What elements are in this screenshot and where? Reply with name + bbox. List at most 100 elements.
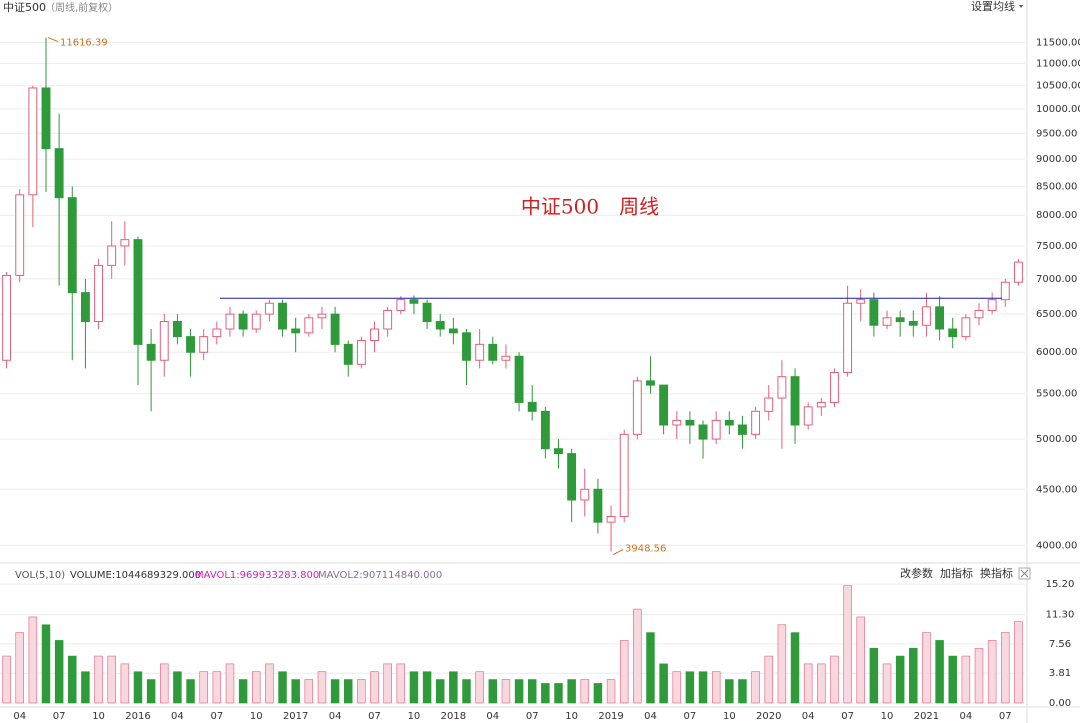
indicator-button[interactable]: 改参数 [900,566,933,580]
volume-bar [869,647,879,704]
volume-bar [698,671,708,704]
volume-bar [606,679,616,704]
x-tick-label: 10 [881,711,894,722]
volume-bar [514,679,524,704]
header-title: 中证500 [3,1,46,14]
candle-body [869,299,879,326]
x-tick-label: 04 [644,711,657,722]
x-tick-label: 07 [53,711,66,722]
settings-button[interactable]: 设置均线 [971,0,1015,13]
candle-body [514,355,524,403]
x-tick-label: 10 [723,711,736,722]
close-icon[interactable] [1020,569,1029,578]
volume-bar [160,663,169,704]
candle-body [304,317,314,334]
x-tick-label: 04 [13,711,26,722]
volume-bar [475,671,484,704]
x-tick-label: 2016 [125,711,150,722]
candle-body [843,302,853,374]
volume-bar [501,679,511,704]
x-tick-label: 2021 [914,711,939,722]
indicator-button[interactable]: 换指标 [980,566,1013,580]
y-tick-label: 11.30 [1046,610,1075,621]
volume-bar [764,655,773,704]
candle-body [343,343,353,365]
x-tick-label: 04 [959,711,972,722]
volume-bar [278,671,287,704]
candle-body [330,313,340,345]
y-tick-label: 7.56 [1049,639,1071,650]
candle-body [527,401,537,412]
indicator-button[interactable]: 加指标 [940,566,973,580]
volume-bar [265,663,274,704]
volume-bar [435,679,445,704]
volume-bar [817,663,826,704]
candle-body [908,321,918,326]
x-tick-label: 10 [250,711,263,722]
candle-body [856,299,866,304]
indicator-volume: VOLUME:1044689329.000 [70,570,201,581]
candle-body [540,410,550,450]
candle-body [291,328,301,334]
candle-body [41,87,51,150]
x-tick-label: 04 [486,711,499,722]
y-tick-label: 7000.00 [1036,274,1077,285]
candle-body [619,433,629,518]
dropdown-icon[interactable] [1019,5,1023,8]
candle-body [488,343,498,361]
y-tick-label: 9500.00 [1036,128,1077,139]
y-tick-label: 9000.00 [1036,154,1077,165]
x-tick-label: 2019 [598,711,623,722]
candle-body [278,302,287,330]
volume-bar [672,671,682,704]
candle-body [751,410,761,435]
x-tick-label: 07 [368,711,381,722]
y-tick-label: 10500.00 [1036,81,1080,92]
indicator-mavol2: MAVOL2:907114840.000 [318,570,442,581]
candle-body [777,376,787,399]
candle-body [212,328,222,338]
candle-body [199,336,209,353]
volume-bar [567,679,576,704]
volume-bar [370,671,379,704]
candle-body [948,328,958,338]
candle-body [28,87,38,196]
volume-bar [343,679,353,704]
volume-bar [922,632,931,704]
close-button[interactable] [1018,567,1031,580]
candle-body [659,384,669,426]
volume-bar [646,632,655,704]
candle-body [435,321,445,330]
y-tick-label: 10000.00 [1036,104,1080,115]
candle-body [1000,281,1010,301]
volume-bar [974,647,984,704]
candle-body [685,419,695,426]
x-tick-label: 2018 [441,711,466,722]
volume-bar [777,624,787,704]
candle-body [895,317,905,323]
volume-bar [830,655,839,704]
volume-bar [527,679,537,704]
candle-body [922,306,931,326]
volume-bar [961,655,971,704]
y-tick-label: 8500.00 [1036,181,1077,192]
candle-body [698,424,708,440]
candle-body [317,313,327,319]
candle-body [882,317,892,326]
candle-body [672,419,682,426]
candle-body [422,302,432,323]
volume-bar [751,671,760,704]
min-label: 3948.56 [625,544,666,555]
volume-bar [738,679,747,704]
candle-body [567,453,577,501]
candle-body [501,355,511,361]
volume-bar [212,671,222,704]
volume-bar [357,679,366,704]
candle-body [356,339,366,365]
volume-bar [790,632,800,704]
volume-bar [41,624,51,704]
candle-body [935,306,945,330]
y-tick-label: 4500.00 [1036,484,1077,495]
candle-body [54,148,64,199]
